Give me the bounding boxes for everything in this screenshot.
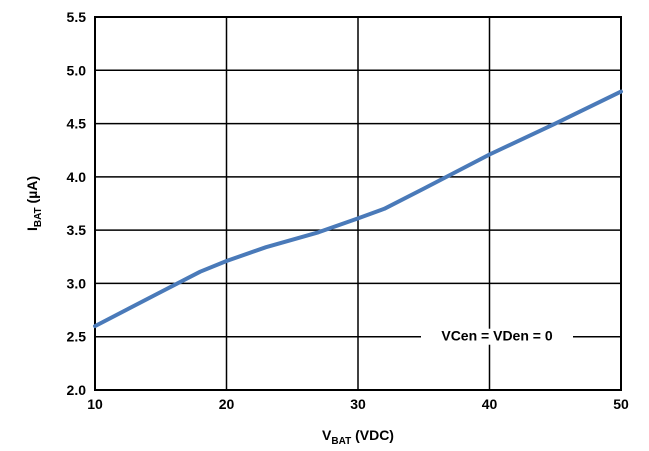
y-tick-label: 5.5 xyxy=(67,9,87,25)
annotation-layer: VCen = VDen = 0 xyxy=(421,327,573,345)
series-layer xyxy=(93,89,623,329)
y-tick-label: 4.5 xyxy=(67,116,87,132)
y-tick-label: 2.0 xyxy=(67,382,87,398)
x-tick-label: 40 xyxy=(482,396,498,412)
tick-label-layer: 10 20 30 40 50 2.0 2.5 3.0 3.5 4.0 4.5 5.0 5.5 xyxy=(67,9,629,412)
x-axis-title: VBAT (VDC) xyxy=(322,427,394,446)
y-axis-title-unit: (µA) xyxy=(24,176,40,207)
annotation-label: VCen = VDen = 0 xyxy=(441,327,552,343)
y-axis-title-subscript: BAT xyxy=(33,207,44,227)
x-tick-label: 50 xyxy=(613,396,629,412)
y-tick-label: 3.0 xyxy=(67,275,87,291)
x-tick-label: 30 xyxy=(350,396,366,412)
y-tick-label: 3.5 xyxy=(67,222,87,238)
y-axis-title-main: I xyxy=(24,227,40,231)
y-axis-title: IBAT (µA) xyxy=(24,176,44,231)
annotation-background xyxy=(421,328,573,345)
x-axis-title-main: V xyxy=(322,427,332,443)
x-tick-label: 20 xyxy=(219,396,235,412)
x-axis-title-subscript: BAT xyxy=(331,436,351,446)
x-axis-title-unit: (VDC) xyxy=(351,427,394,443)
y-tick-label: 4.0 xyxy=(67,169,87,185)
x-tick-label: 10 xyxy=(87,396,103,412)
y-tick-label: 5.0 xyxy=(67,62,87,78)
y-tick-label: 2.5 xyxy=(67,329,87,345)
series-line xyxy=(93,89,623,329)
